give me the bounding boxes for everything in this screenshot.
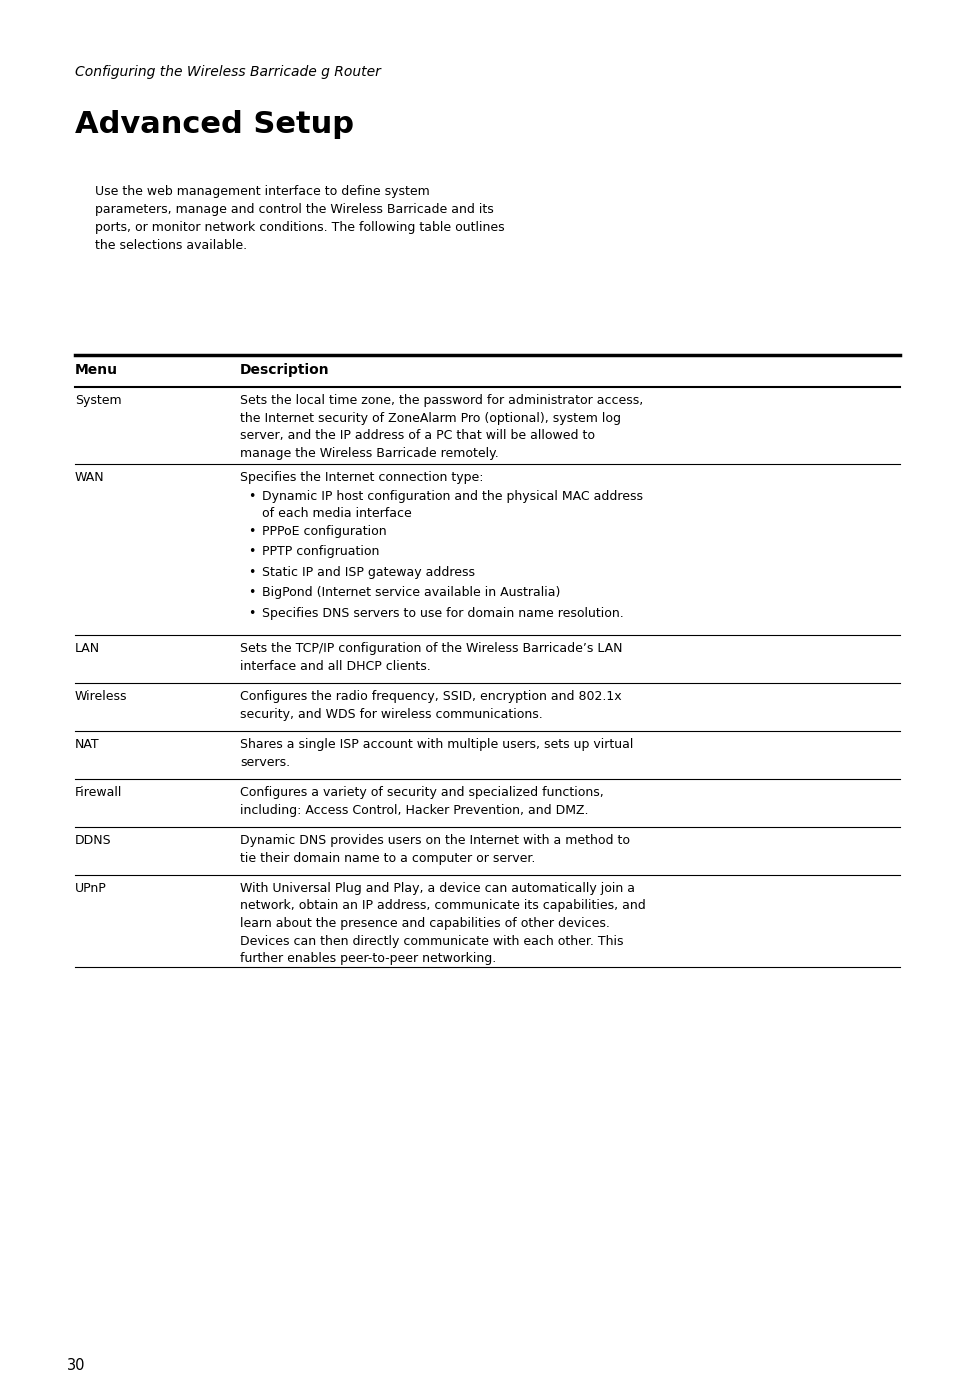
Text: •: • (248, 586, 255, 600)
Text: Configuring the Wireless Barricade g Router: Configuring the Wireless Barricade g Rou… (75, 65, 380, 79)
Text: •: • (248, 607, 255, 619)
Text: Advanced Setup: Advanced Setup (75, 110, 354, 139)
Text: Shares a single ISP account with multiple users, sets up virtual
servers.: Shares a single ISP account with multipl… (240, 738, 633, 769)
Text: •: • (248, 525, 255, 537)
Text: Description: Description (240, 364, 330, 378)
Text: Sets the TCP/IP configuration of the Wireless Barricade’s LAN
interface and all : Sets the TCP/IP configuration of the Wir… (240, 643, 622, 673)
Text: Use the web management interface to define system
parameters, manage and control: Use the web management interface to defi… (95, 185, 504, 253)
Text: •: • (248, 545, 255, 558)
Text: WAN: WAN (75, 471, 105, 484)
Text: DDNS: DDNS (75, 834, 112, 847)
Text: With Universal Plug and Play, a device can automatically join a
network, obtain : With Universal Plug and Play, a device c… (240, 881, 645, 965)
Text: Dynamic DNS provides users on the Internet with a method to
tie their domain nam: Dynamic DNS provides users on the Intern… (240, 834, 629, 865)
Text: Configures a variety of security and specialized functions,
including: Access Co: Configures a variety of security and spe… (240, 786, 603, 816)
Text: Specifies DNS servers to use for domain name resolution.: Specifies DNS servers to use for domain … (262, 607, 623, 619)
Text: Menu: Menu (75, 364, 118, 378)
Text: NAT: NAT (75, 738, 99, 751)
Text: •: • (248, 490, 255, 502)
Text: Static IP and ISP gateway address: Static IP and ISP gateway address (262, 565, 475, 579)
Text: BigPond (Internet service available in Australia): BigPond (Internet service available in A… (262, 586, 559, 600)
Text: Firewall: Firewall (75, 786, 122, 799)
Text: Specifies the Internet connection type:: Specifies the Internet connection type: (240, 471, 483, 484)
Text: •: • (248, 565, 255, 579)
Text: LAN: LAN (75, 643, 100, 655)
Text: PPPoE configuration: PPPoE configuration (262, 525, 386, 537)
Text: System: System (75, 394, 121, 407)
Text: PPTP configruation: PPTP configruation (262, 545, 379, 558)
Text: Configures the radio frequency, SSID, encryption and 802.1x
security, and WDS fo: Configures the radio frequency, SSID, en… (240, 690, 621, 720)
Text: Wireless: Wireless (75, 690, 128, 702)
Text: UPnP: UPnP (75, 881, 107, 895)
Text: Dynamic IP host configuration and the physical MAC address
of each media interfa: Dynamic IP host configuration and the ph… (262, 490, 642, 520)
Text: 30: 30 (67, 1357, 86, 1373)
Text: Sets the local time zone, the password for administrator access,
the Internet se: Sets the local time zone, the password f… (240, 394, 642, 459)
